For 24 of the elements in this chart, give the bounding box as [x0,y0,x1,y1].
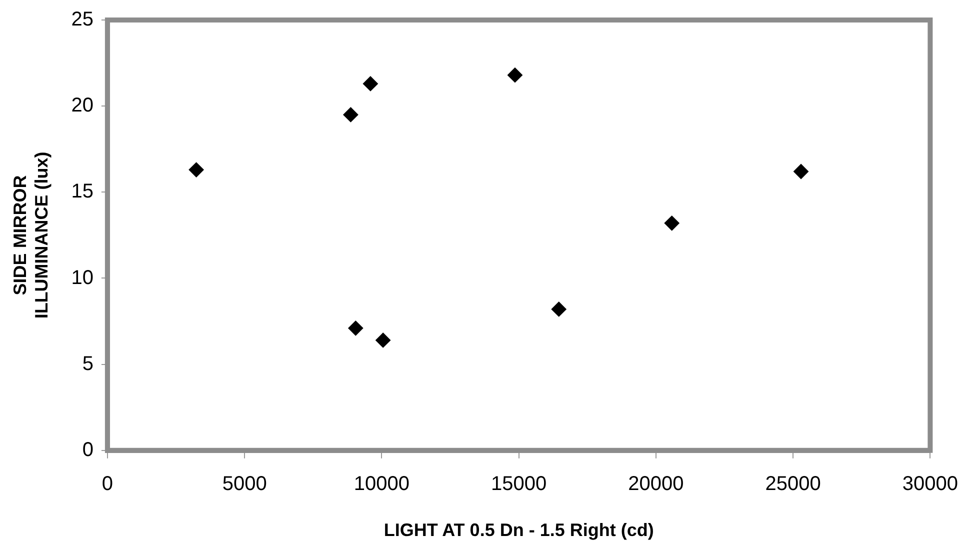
x-axis-title: LIGHT AT 0.5 Dn - 1.5 Right (cd) [384,520,654,540]
point [507,68,522,83]
y-tick-label: 20 [71,94,94,117]
x-tick-label: 20000 [628,472,684,495]
point [551,302,566,317]
point [664,216,680,231]
y-axis-title: SIDE MIRROR ILLUMINANCE (lux) [10,152,52,319]
x-tick-label: 0 [102,472,114,495]
point [362,76,378,92]
point [376,332,391,348]
x-tick-label: 15000 [491,472,547,495]
y-tick-label: 0 [82,438,94,461]
x-tick-label: 30000 [902,472,958,495]
point [343,107,358,122]
point [348,320,364,336]
y-tick-label: 10 [71,266,94,289]
y-tick-label: 25 [71,8,94,31]
y-tick-label: 15 [71,180,94,203]
x-tick-label: 25000 [765,472,821,495]
x-tick-label: 10000 [354,472,410,495]
point [794,164,809,179]
point [188,162,204,178]
x-tick-label: 5000 [222,472,267,495]
y-tick-label: 5 [82,352,94,375]
